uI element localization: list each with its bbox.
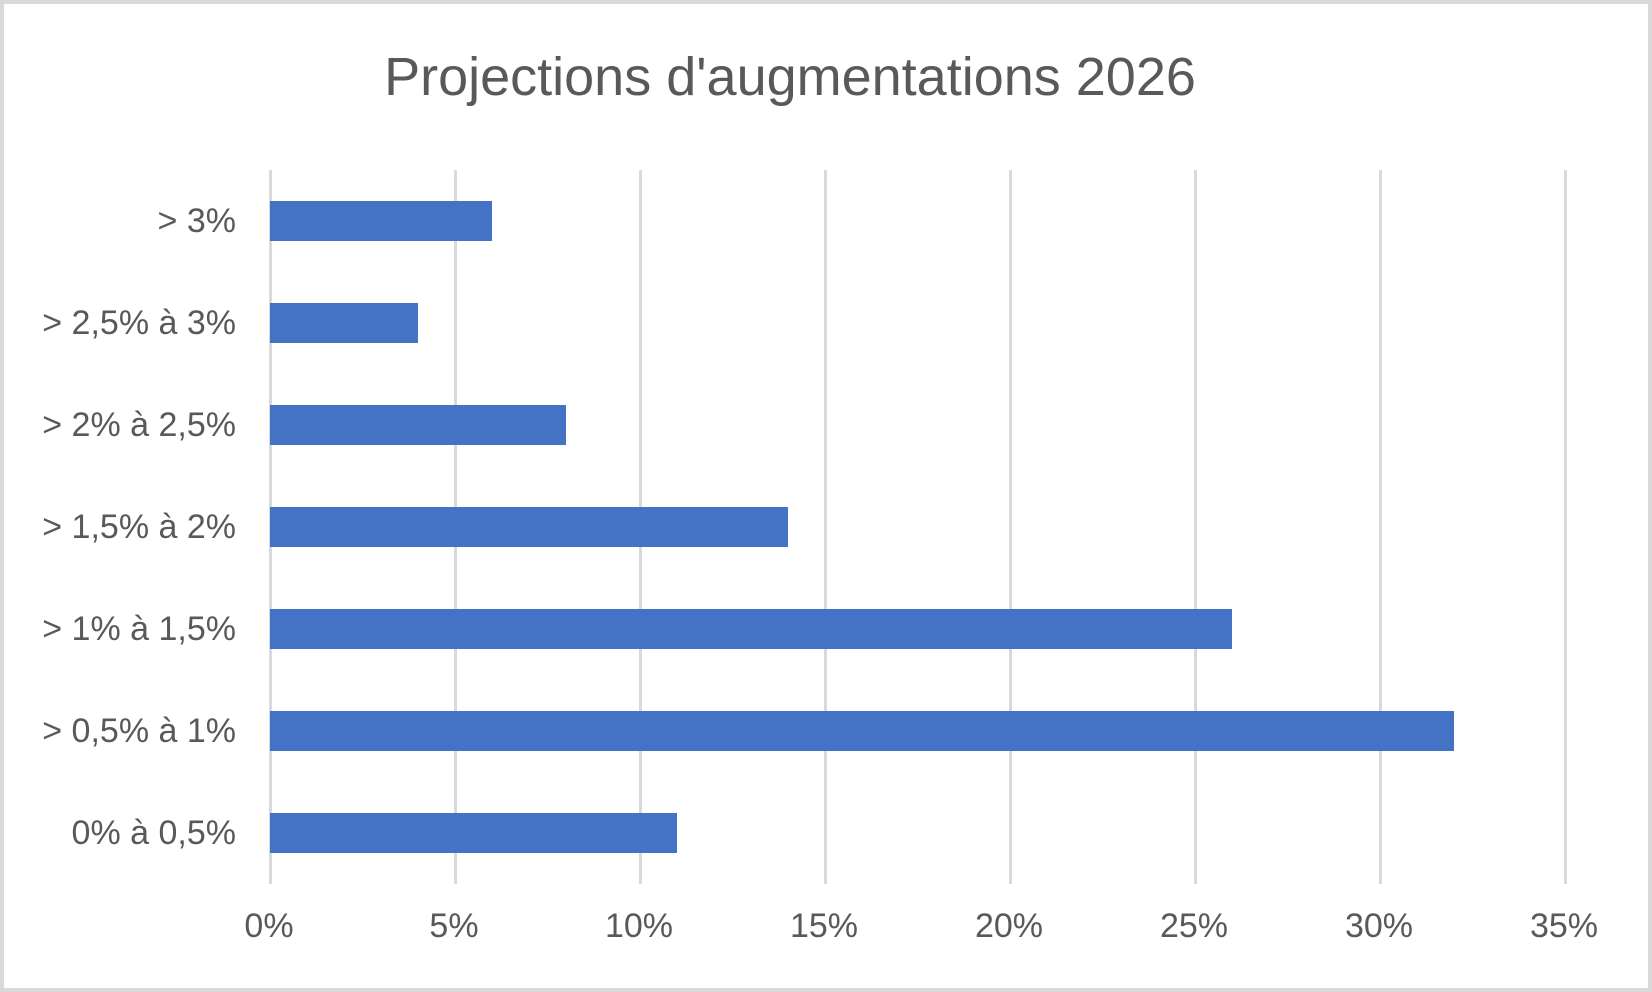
category-label: > 2,5% à 3% bbox=[42, 304, 236, 342]
value-tick-label: 5% bbox=[429, 907, 479, 945]
bar-4 bbox=[270, 609, 1232, 649]
gridline bbox=[1379, 170, 1382, 884]
value-tick-label: 30% bbox=[1344, 907, 1414, 945]
chart-title: Projections d'augmentations 2026 bbox=[384, 47, 1196, 107]
value-tick-label: 10% bbox=[604, 907, 674, 945]
category-label: 0% à 0,5% bbox=[71, 814, 236, 852]
category-label: > 2% à 2,5% bbox=[42, 406, 236, 444]
bar-6 bbox=[270, 813, 677, 853]
bar-3 bbox=[270, 507, 788, 547]
category-label: > 1% à 1,5% bbox=[42, 610, 236, 648]
category-label: > 3% bbox=[157, 202, 236, 240]
bar-2 bbox=[270, 405, 566, 445]
gridline bbox=[824, 170, 827, 884]
bar-1 bbox=[270, 303, 418, 343]
value-tick-label: 15% bbox=[789, 907, 859, 945]
value-tick-label: 0% bbox=[244, 907, 294, 945]
gridline bbox=[1564, 170, 1567, 884]
value-tick-label: 25% bbox=[1159, 907, 1229, 945]
category-label: > 1,5% à 2% bbox=[42, 508, 236, 546]
bar-0 bbox=[270, 201, 492, 241]
value-tick-label: 20% bbox=[974, 907, 1044, 945]
gridline bbox=[1194, 170, 1197, 884]
category-label: > 0,5% à 1% bbox=[42, 712, 236, 750]
gridline bbox=[1009, 170, 1012, 884]
bar-5 bbox=[270, 711, 1454, 751]
value-tick-label: 35% bbox=[1529, 907, 1599, 945]
